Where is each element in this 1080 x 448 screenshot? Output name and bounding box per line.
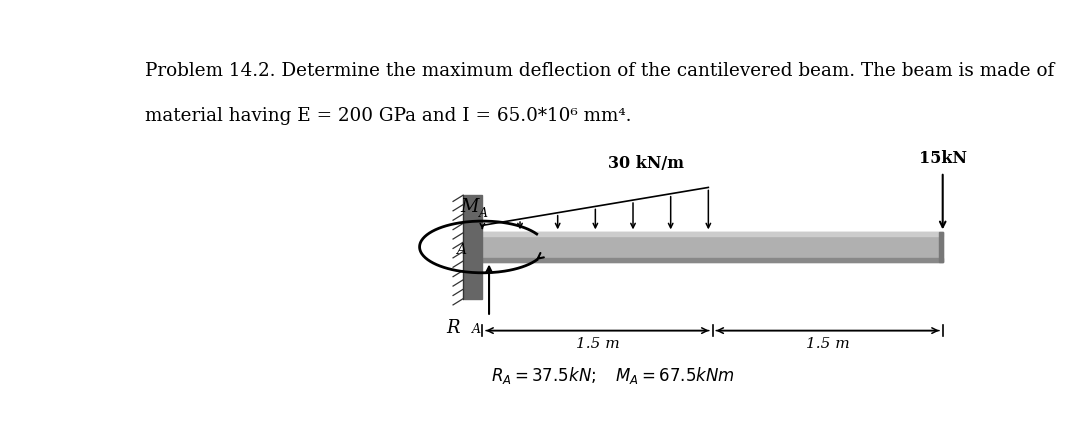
Bar xyxy=(483,258,943,262)
Bar xyxy=(483,232,943,262)
Bar xyxy=(483,232,943,236)
Text: A: A xyxy=(472,323,482,336)
Text: 1.5 m: 1.5 m xyxy=(806,337,850,351)
Bar xyxy=(464,195,483,299)
Text: 30 kN/m: 30 kN/m xyxy=(608,155,684,172)
Text: 15kN: 15kN xyxy=(919,150,967,167)
Text: A: A xyxy=(480,207,488,220)
Text: M: M xyxy=(460,198,478,216)
Text: material having E = 200 GPa and I = 65.0*10⁶ mm⁴.: material having E = 200 GPa and I = 65.0… xyxy=(145,107,632,125)
Bar xyxy=(940,232,943,262)
Text: Problem 14.2. Determine the maximum deflection of the cantilevered beam. The bea: Problem 14.2. Determine the maximum defl… xyxy=(145,62,1054,80)
Text: $R_A = 37.5kN; \quad M_A = 67.5kNm$: $R_A = 37.5kN; \quad M_A = 67.5kNm$ xyxy=(490,365,734,386)
Text: A: A xyxy=(457,243,467,258)
Text: R: R xyxy=(446,319,460,336)
Text: 1.5 m: 1.5 m xyxy=(576,337,619,351)
